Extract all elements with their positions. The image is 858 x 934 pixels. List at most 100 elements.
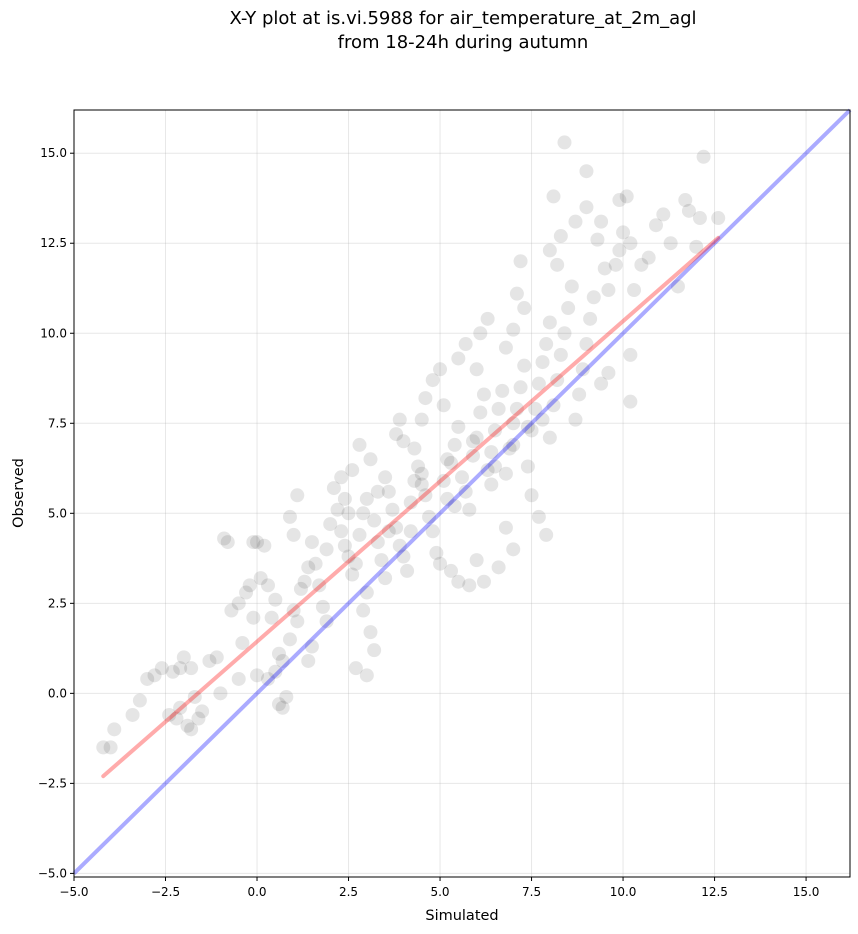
data-point-119 (458, 337, 473, 352)
data-point-26 (235, 635, 250, 650)
data-point-73 (363, 452, 378, 467)
data-point-168 (572, 387, 587, 402)
data-point-6 (147, 668, 162, 683)
data-point-46 (290, 614, 305, 629)
data-point-211 (403, 524, 418, 539)
data-point-20 (202, 653, 217, 668)
data-point-179 (597, 261, 612, 276)
data-point-163 (550, 257, 565, 272)
x-tick-label-3: 2.5 (339, 885, 358, 899)
data-point-25 (231, 596, 246, 611)
y-tick-label-3: 2.5 (48, 596, 67, 610)
data-point-184 (612, 243, 627, 258)
data-point-180 (601, 283, 616, 298)
data-point-58 (304, 639, 319, 654)
data-point-77 (378, 571, 393, 586)
data-point-166 (546, 189, 561, 204)
data-point-88 (396, 549, 411, 564)
data-point-98 (422, 509, 437, 524)
data-point-62 (326, 481, 341, 496)
data-point-72 (352, 437, 367, 452)
data-point-215 (465, 434, 480, 449)
data-point-34 (261, 578, 275, 593)
data-point-78 (359, 585, 374, 600)
data-point-196 (663, 236, 678, 251)
data-point-220 (535, 412, 550, 427)
data-point-142 (509, 286, 524, 301)
data-point-170 (579, 337, 594, 352)
x-tick-label-1: −2.5 (151, 885, 180, 899)
data-point-68 (352, 527, 367, 542)
grid (73, 110, 850, 877)
data-point-218 (506, 437, 521, 452)
data-point-65 (341, 549, 356, 564)
data-point-150 (520, 459, 535, 474)
data-point-14 (180, 718, 195, 733)
y-tick-label-6: 10.0 (40, 326, 67, 340)
data-point-174 (579, 200, 594, 215)
data-point-31 (257, 538, 272, 553)
data-point-203 (711, 211, 726, 226)
data-point-51 (282, 509, 297, 524)
data-point-182 (601, 365, 616, 380)
data-point-201 (696, 149, 711, 164)
data-point-87 (392, 538, 407, 553)
chart-title-line-2: from 18-24h during autumn (338, 32, 589, 53)
data-point-136 (509, 401, 524, 416)
data-point-204 (213, 686, 228, 701)
data-point-158 (550, 373, 565, 388)
data-point-84 (381, 484, 396, 499)
data-point-4 (132, 693, 147, 708)
data-point-103 (418, 391, 433, 406)
data-point-11 (184, 661, 199, 676)
data-point-198 (678, 193, 693, 208)
data-point-138 (517, 358, 532, 373)
data-point-82 (359, 668, 374, 683)
data-point-91 (407, 473, 422, 488)
data-point-7 (154, 661, 169, 676)
y-tick-label-1: −2.5 (38, 776, 67, 790)
y-axis: −5.0 −2.5 0.0 2.5 5.0 7.5 10.0 12.5 15.0 (38, 146, 74, 880)
data-point-132 (495, 383, 510, 398)
data-point-161 (561, 301, 576, 316)
data-point-189 (627, 283, 642, 298)
data-point-208 (334, 524, 349, 539)
data-point-3 (125, 707, 140, 722)
data-point-128 (480, 463, 495, 478)
data-point-111 (455, 470, 469, 485)
data-point-17 (195, 704, 210, 719)
data-point-221 (542, 430, 557, 445)
data-point-89 (400, 563, 415, 578)
data-point-225 (370, 484, 385, 499)
data-point-147 (535, 355, 550, 370)
y-tick-label-7: 12.5 (40, 236, 67, 250)
data-point-110 (451, 419, 466, 434)
data-point-56 (315, 599, 330, 614)
data-point-24 (224, 603, 239, 618)
data-point-8 (165, 664, 180, 679)
data-point-137 (513, 380, 528, 395)
data-point-134 (502, 441, 517, 456)
data-point-35 (268, 592, 283, 607)
x-tick-label-4: 5.0 (430, 885, 449, 899)
data-point-190 (623, 347, 638, 362)
data-point-171 (583, 311, 598, 326)
data-point-123 (444, 563, 459, 578)
data-point-124 (451, 574, 466, 589)
data-point-85 (385, 502, 400, 517)
y-tick-label-2: 0.0 (48, 686, 67, 700)
data-point-70 (359, 491, 374, 506)
data-point-156 (491, 560, 506, 575)
x-tick-label-2: 0.0 (247, 885, 266, 899)
data-point-197 (670, 279, 685, 294)
data-point-53 (304, 535, 319, 550)
y-tick-label-0: −5.0 (38, 866, 67, 880)
data-point-38 (275, 653, 290, 668)
one-to-one-line (72, 108, 852, 875)
data-point-30 (250, 535, 265, 550)
data-point-113 (462, 502, 477, 517)
data-point-60 (323, 517, 338, 532)
data-point-127 (469, 553, 484, 568)
data-point-219 (520, 419, 535, 434)
